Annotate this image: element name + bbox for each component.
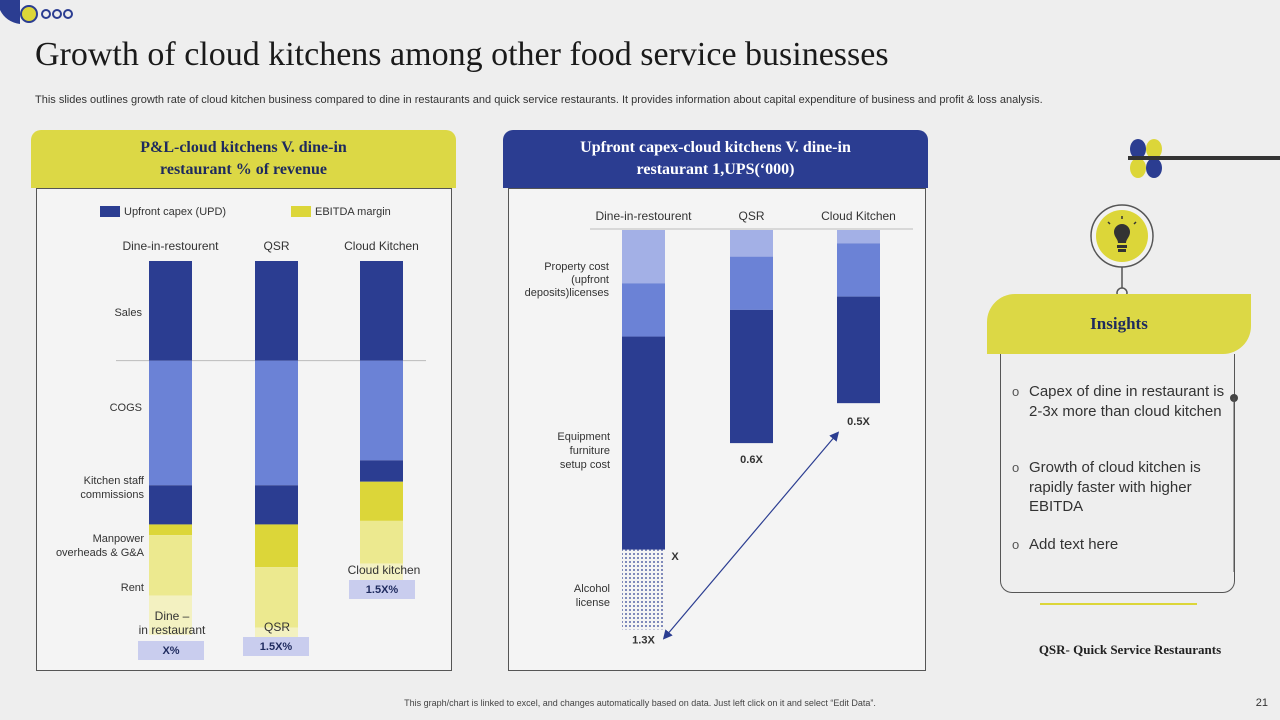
bar-segment [622,230,665,284]
insight-text-1: Capex of dine in restaurant is 2-3x more… [1029,383,1225,420]
bar-segment [255,567,298,628]
category-label: QSR [263,239,289,253]
bottom-label-qsr: QSR [264,620,290,634]
bar-segment [255,485,298,525]
bar-segment [149,360,192,486]
badge-bg [243,637,309,656]
insight-text-3: Add text here [1029,536,1119,553]
right-panel-title-line2: restaurant 1,UPS(‘000) [636,161,795,178]
badge-dine-in: X% [162,645,179,657]
category-label: QSR [738,209,764,223]
bar-segment [837,243,880,297]
bar-segment [730,309,773,444]
page-title: Growth of cloud kitchens among other foo… [35,36,889,73]
bar-segment [622,336,665,550]
lightbulb-icon [1090,204,1154,299]
right-panel-header: Upfront capex-cloud kitchens V. dine-in … [503,130,928,188]
total-label-qsr: 0.6X [740,454,763,466]
bullet-icon: o [1012,460,1020,475]
comparison-arrow [662,431,840,640]
bar-segment [255,261,298,361]
bar-segment [360,520,403,564]
right-panel-title-line1: Upfront capex-cloud kitchens V. dine-in [580,139,851,156]
pnl-chart: Upfront capex (UPD) EBITDA margin Dine-in-… [56,206,426,660]
qsr-note: QSR- Quick Service Restaurants [1038,642,1222,657]
bar-segment [622,283,665,337]
row-label-kitchen-staff: Kitchen staff commissions [80,475,145,501]
footer-note: This graph/chart is linked to excel, and… [404,698,876,708]
bar-segment [837,230,880,244]
bar-segment [149,595,192,635]
total-label-dine-in: 1.3X [632,635,655,647]
insights-divider [1040,603,1197,605]
badge-bg [138,641,204,660]
left-panel-header: P&L-cloud kitchens V. dine-in restaurant… [31,130,456,188]
row-label-equipment: Equipment furniture setup cost [557,431,610,471]
legend-label-upfront: Upfront capex (UPD) [124,206,226,218]
bar-segment [149,261,192,361]
brand-logo [0,0,73,24]
insight-text-2: Growth of cloud kitchen is rapidly faste… [1029,459,1201,515]
bar-segment [360,460,403,482]
page-subtitle: This slides outlines growth rate of clou… [35,94,1043,106]
total-label-cloud-kitchen: 0.5X [847,416,870,428]
insight-item-3: o Add text here [1012,535,1227,557]
bar-segment [255,524,298,568]
left-panel-title-line2: restaurant % of revenue [160,161,327,178]
insights-connector [1230,394,1238,572]
bar-segment [360,563,403,582]
bar-segment [149,524,192,536]
capex-chart: Dine-in-restourent QSR Cloud Kitchen 1.3X X 0… [525,209,913,647]
insight-item-1: o Capex of dine in restaurant is 2-3x mo… [1012,382,1227,442]
category-label: Cloud Kitchen [821,209,896,223]
row-label-alcohol: Alcohol license [574,583,610,609]
bullet-icon: o [1012,384,1020,399]
badge-cloud-kitchen: 1.5X% [366,584,399,596]
insight-item-2: o Growth of cloud kitchen is rapidly fas… [1012,458,1227,518]
legend-label-ebitda: EBITDA margin [315,206,391,218]
legend-swatch-ebitda [291,206,311,217]
row-label-cogs: COGS [110,402,142,414]
bottom-label-dine-in: Dine – in restaurant [139,609,206,637]
category-label: Dine-in-restourent [122,239,219,253]
bar-segment [730,230,773,257]
row-label-property-cost: Property cost (upfront deposits)licenses [525,261,610,299]
category-label: Dine-in-restourent [595,209,692,223]
bar-segment [255,360,298,486]
badge-qsr: 1.5X% [260,641,293,653]
bar-segment [360,481,403,521]
page-number: 21 [1255,697,1268,709]
bar-segment [730,256,773,310]
row-label-rent: Rent [121,582,144,594]
bullet-icon: o [1012,537,1020,552]
row-label-manpower: Manpower overheads & G&A [56,533,145,559]
bar-segment [149,485,192,525]
bar-segment [149,535,192,596]
bottom-label-cloud-kitchen: Cloud kitchen [348,563,421,577]
badge-bg [349,580,415,599]
category-label: Cloud Kitchen [344,239,419,253]
marker-label-x: X [671,551,679,563]
legend-swatch-upfront [100,206,120,217]
row-label-sales: Sales [114,307,142,319]
left-panel-title-line1: P&L-cloud kitchens V. dine-in [140,139,347,156]
leaf-icon [1128,139,1280,178]
bar-segment [360,261,403,361]
bar-segment [622,549,665,630]
insights-header: Insights [987,294,1251,354]
bar-segment [360,360,403,461]
bar-segment [837,296,880,404]
